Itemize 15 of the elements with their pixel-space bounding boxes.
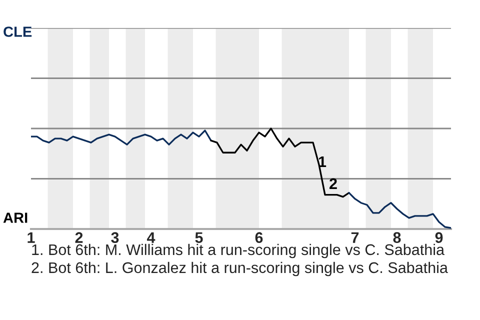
x-tick-label: 6 bbox=[255, 232, 263, 243]
annotation: 1 bbox=[318, 156, 326, 167]
x-tick-label: 9 bbox=[435, 232, 443, 243]
x-tick-label: 8 bbox=[393, 232, 401, 243]
text: CLE bbox=[4, 26, 32, 37]
annotation: 2 bbox=[330, 178, 337, 189]
x-tick-label: 4 bbox=[146, 232, 156, 243]
x-tick-label: 3 bbox=[111, 232, 119, 244]
text: ARI bbox=[3, 212, 28, 223]
x-tick-label: 2 bbox=[75, 232, 83, 243]
x-tick-label: 1 bbox=[28, 232, 35, 243]
x-tick-label: 5 bbox=[195, 232, 203, 243]
x-tick-label: 7 bbox=[351, 232, 359, 243]
text: 1. Bot 6th: M. Williams hit a run-scoring single vs C. Sabathia bbox=[32, 244, 445, 258]
text: 2. Bot 6th: L. Gonzalez hit a run-scoring single vs C. Sabathia bbox=[32, 262, 448, 276]
